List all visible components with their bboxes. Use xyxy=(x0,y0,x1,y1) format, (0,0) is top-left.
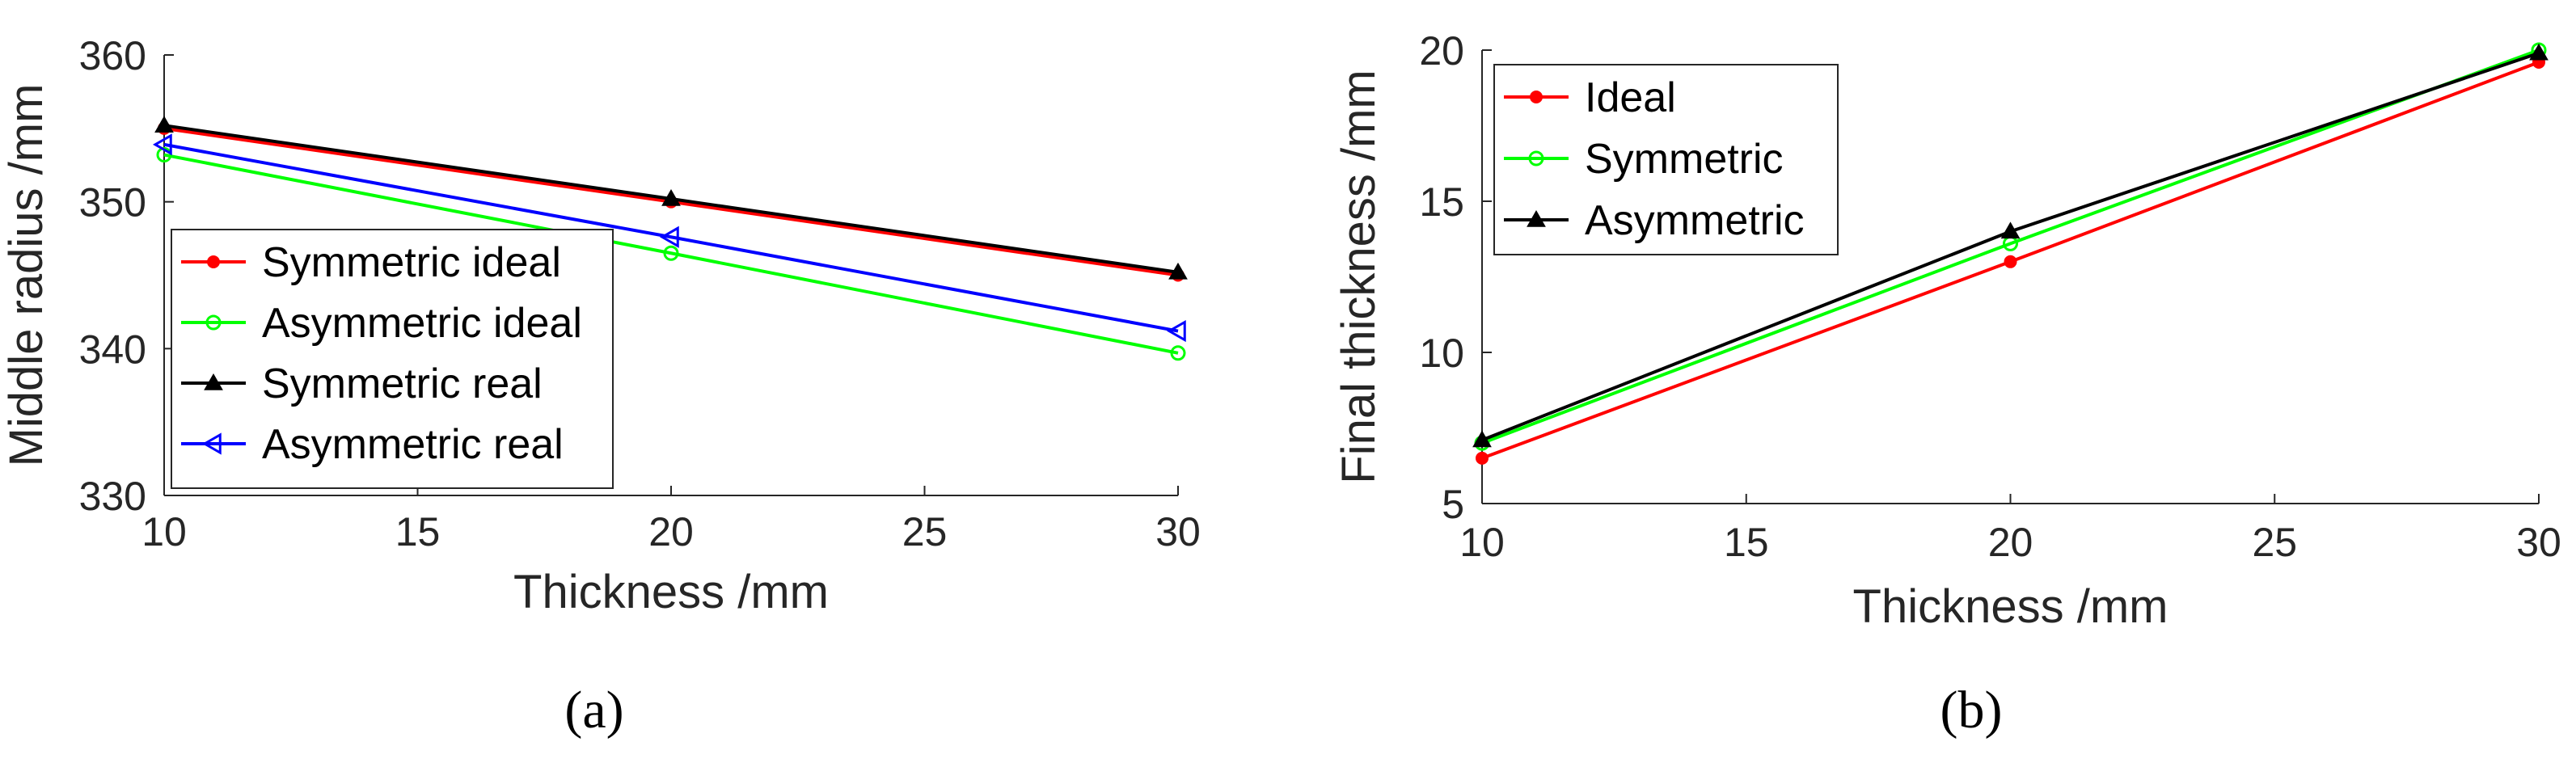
y-tick-label: 360 xyxy=(79,33,146,78)
data-point xyxy=(1472,430,1492,448)
x-tick-label: 15 xyxy=(395,509,441,554)
y-tick-label: 10 xyxy=(1419,331,1464,376)
y-tick-label: 5 xyxy=(1442,482,1464,527)
legend-marker xyxy=(1528,150,1544,167)
legend-marker xyxy=(204,373,223,390)
legend-marker xyxy=(1527,209,1546,227)
y-tick-label: 20 xyxy=(1419,28,1464,74)
x-axis-label: Thickness /mm xyxy=(1853,580,2168,633)
x-tick-label: 10 xyxy=(1459,520,1505,565)
data-point xyxy=(661,189,681,206)
series-line-1 xyxy=(1481,48,2540,445)
data-point xyxy=(2000,221,2021,239)
y-axis-label: Middle radius /mm xyxy=(0,84,53,467)
legend-label: Symmetric ideal xyxy=(262,239,561,286)
legend-label: Asymmetric xyxy=(1585,197,1805,244)
data-point xyxy=(152,133,172,156)
y-tick-label: 15 xyxy=(1419,179,1464,225)
x-tick-label: 25 xyxy=(2252,520,2297,565)
panel-label: (b) xyxy=(1940,681,2003,740)
data-point xyxy=(1170,345,1186,361)
panel-label: (a) xyxy=(564,681,623,740)
x-tick-label: 30 xyxy=(1155,509,1201,554)
data-point xyxy=(1166,319,1186,343)
y-tick-label: 330 xyxy=(79,474,146,519)
x-tick-label: 10 xyxy=(141,509,187,554)
data-point xyxy=(2529,43,2549,61)
legend-label: Symmetric real xyxy=(262,360,543,407)
legend-marker xyxy=(205,314,222,331)
x-tick-label: 15 xyxy=(1724,520,1769,565)
legend-marker xyxy=(201,432,222,455)
data-point xyxy=(2004,255,2017,268)
legend-label: Symmetric xyxy=(1585,136,1784,183)
data-point xyxy=(1476,451,1489,465)
x-tick-label: 20 xyxy=(648,509,694,554)
legend-label: Asymmetric real xyxy=(262,421,564,468)
series-line-3 xyxy=(163,142,1179,333)
x-tick-label: 25 xyxy=(902,509,948,554)
data-point xyxy=(154,116,174,133)
legend-marker xyxy=(1530,91,1543,103)
legend-label: Ideal xyxy=(1585,74,1676,121)
data-point xyxy=(659,226,679,248)
data-point xyxy=(1168,262,1188,280)
legend-marker xyxy=(207,255,220,268)
series-line-1 xyxy=(163,153,1179,355)
legend-label: Asymmetric ideal xyxy=(262,300,582,347)
data-point xyxy=(663,245,679,261)
x-tick-label: 30 xyxy=(2516,520,2561,565)
x-axis-label: Thickness /mm xyxy=(513,566,829,618)
x-tick-label: 20 xyxy=(1988,520,2033,565)
chart-panel-a: 10 15 20 25 30 330 340 350 360 Thickness /mm Middl… xyxy=(0,33,1201,740)
y-tick-label: 340 xyxy=(79,327,146,372)
y-tick-label: 350 xyxy=(79,180,146,226)
y-axis-label: Final thickness /mm xyxy=(1332,70,1385,483)
